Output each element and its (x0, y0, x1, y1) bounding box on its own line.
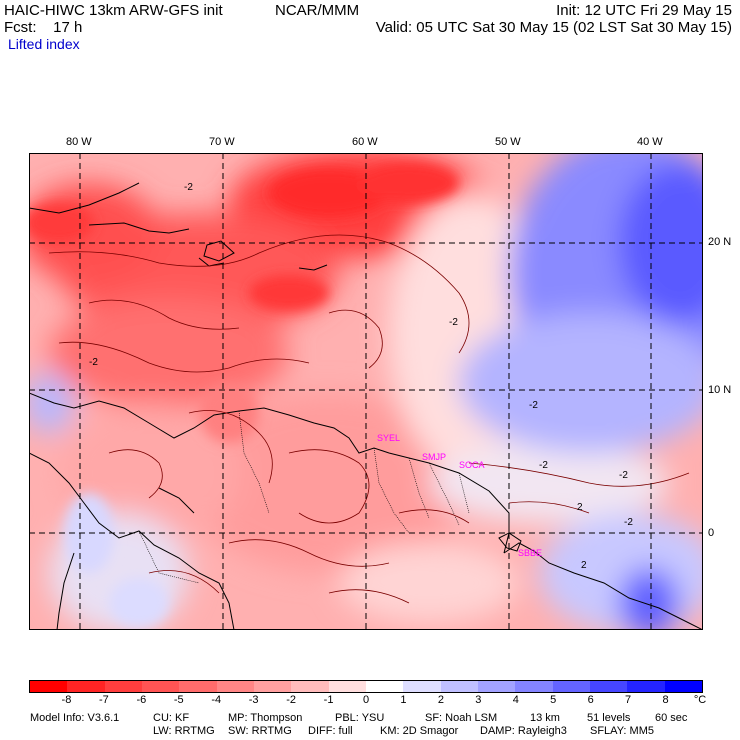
lifted-index-map: -2 -2 -2 -2 -2 -2 -2 2 2 SYEL SMJP SOCA … (29, 153, 703, 630)
colorbar-segment (515, 681, 553, 692)
colorbar-segment (552, 681, 590, 692)
forecast-hour: Fcst: 17 h (4, 19, 83, 36)
lon-label-80w: 80 W (66, 136, 92, 148)
lon-label-60w: 60 W (352, 136, 378, 148)
colorbar-segment (30, 681, 68, 692)
colorbar-segment (328, 681, 366, 692)
lat-label-0: 0 (708, 527, 715, 539)
contour-label: -2 (529, 400, 538, 411)
contour-label-group: -2 -2 -2 -2 -2 -2 -2 2 2 (89, 182, 633, 571)
colorbar-tick-label: -3 (248, 694, 259, 706)
contour-label: 2 (581, 560, 587, 571)
colorbar-segment (141, 681, 180, 692)
map-canvas: -2 -2 -2 -2 -2 -2 -2 2 2 SYEL SMJP SOCA … (29, 153, 703, 630)
colorbar-tick-label: 6 (587, 694, 594, 706)
lon-label-50w: 50 W (495, 136, 521, 148)
footer-timestep: 60 sec (655, 712, 688, 724)
colorbar-tick-label: -2 (286, 694, 296, 706)
station-labels: SYEL SMJP SOCA SBBE (377, 433, 542, 558)
model-title: HAIC-HIWC 13km ARW-GFS init (4, 2, 223, 19)
footer-lw: LW: RRTMG (153, 725, 215, 737)
colorbar-segment (664, 681, 702, 692)
footer-model-info: Model Info: V3.6.1 (30, 712, 120, 724)
colorbar-segment (627, 681, 665, 692)
lon-label-70w: 70 W (209, 136, 235, 148)
contour-label: -2 (619, 470, 628, 481)
colorbar-tick-label: 5 (550, 694, 557, 706)
colorbar-tick-label: 1 (400, 694, 407, 706)
footer-sw: SW: RRTMG (228, 725, 292, 737)
colorbar-segment (67, 681, 105, 692)
colorbar-tick-label: -4 (211, 694, 222, 706)
lat-label-10n: 10 N (708, 384, 732, 396)
footer-sflay: SFLAY: MM5 (590, 725, 654, 737)
map-frame (29, 153, 703, 630)
colorbar-tick-label: 3 (475, 694, 482, 706)
valid-time: Valid: 05 UTC Sat 30 May 15 (02 LST Sat … (375, 19, 732, 36)
colorbar (29, 680, 703, 693)
colorbar-tick-label: 0 (362, 694, 370, 706)
init-time: Init: 12 UTC Fri 29 May 15 (556, 2, 732, 19)
colorbar-segment (179, 681, 217, 692)
colorbar-tick-label: -1 (323, 694, 334, 706)
colorbar-segment (403, 681, 441, 692)
colorbar-segment (291, 681, 329, 692)
colorbar-tick-label: -5 (173, 694, 184, 706)
station-sbbe: SBBE (518, 548, 542, 558)
colorbar-tick-label: -8 (61, 694, 72, 706)
footer-mp: MP: Thompson (228, 712, 303, 724)
colorbar-segment (253, 681, 292, 692)
contour-label: -2 (89, 357, 98, 368)
footer-damp: DAMP: Rayleigh3 (480, 725, 567, 737)
station-syel: SYEL (377, 433, 400, 443)
colorbar-unit: °C (693, 694, 707, 706)
colorbar-segment (477, 681, 516, 692)
graticule (29, 153, 703, 630)
colorbar-segment (589, 681, 628, 692)
contour-label: -2 (539, 460, 548, 471)
colorbar-tick-label: 4 (512, 694, 519, 706)
footer-pbl: PBL: YSU (335, 712, 385, 724)
lon-label-40w: 40 W (637, 136, 663, 148)
colorbar-tick-label: 2 (437, 694, 444, 706)
station-soca: SOCA (459, 460, 485, 470)
station-smjp: SMJP (422, 452, 446, 462)
contours (48, 234, 690, 604)
footer-km: KM: 2D Smagor (380, 725, 459, 737)
footer-cu: CU: KF (153, 712, 190, 724)
field-name: Lifted index (8, 36, 80, 52)
colorbar-segment (440, 681, 478, 692)
center-label: NCAR/MMM (275, 2, 360, 19)
colorbar-tick-label: -7 (98, 694, 109, 706)
colorbar-tick-label: 8 (662, 694, 669, 706)
contour-label: -2 (184, 182, 193, 193)
footer-diff: DIFF: full (308, 725, 353, 737)
contour-label: 2 (577, 502, 583, 513)
colorbar-segment (365, 681, 404, 692)
lat-label-20n: 20 N (708, 236, 732, 248)
footer-resolution: 13 km (530, 712, 560, 724)
footer-sf: SF: Noah LSM (425, 712, 498, 724)
colorbar-segment (216, 681, 254, 692)
contour-label: -2 (449, 317, 458, 328)
colorbar-segment (104, 681, 142, 692)
colorbar-tick-label: -6 (136, 694, 147, 706)
colorbar-tick-label: 7 (625, 694, 632, 706)
contour-label: -2 (624, 517, 633, 528)
footer-levels: 51 levels (587, 712, 631, 724)
